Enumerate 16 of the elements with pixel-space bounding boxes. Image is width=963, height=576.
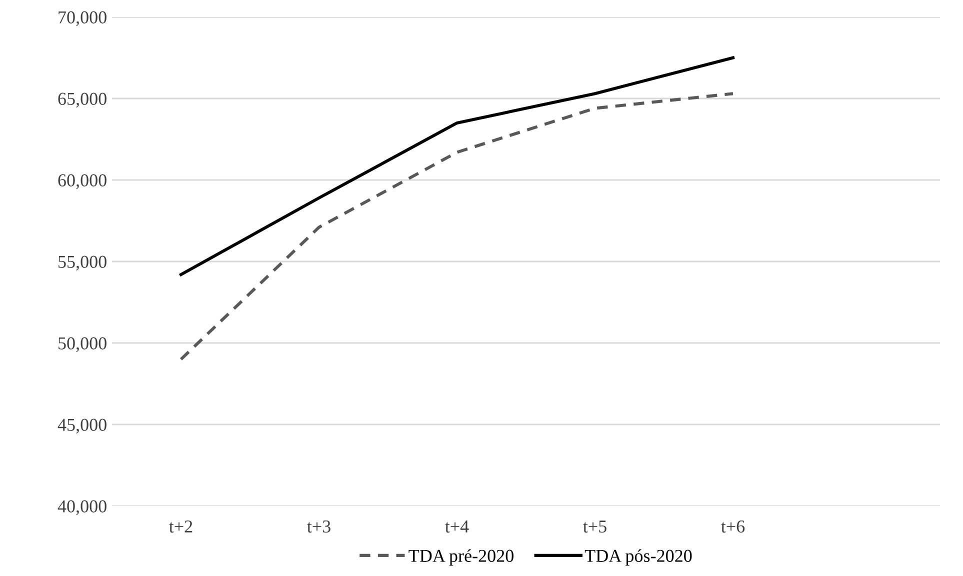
x-tick-label: t+4 bbox=[445, 520, 469, 533]
line-series bbox=[179, 56, 735, 276]
legend-label: TDA pré-2020 bbox=[408, 549, 514, 566]
y-tick-label: 65,000 bbox=[58, 92, 106, 108]
line-series bbox=[179, 92, 735, 361]
legend-label: TDA pós-2020 bbox=[584, 549, 692, 566]
y-tick-label: 60,000 bbox=[58, 174, 106, 190]
y-tick-label: 55,000 bbox=[58, 256, 106, 271]
y-tick-label: 45,000 bbox=[58, 418, 106, 434]
y-tick-label: 70,000 bbox=[58, 11, 106, 26]
x-tick-label: t+3 bbox=[307, 520, 330, 533]
y-tick-label: 40,000 bbox=[58, 500, 106, 516]
y-tick-label: 50,000 bbox=[58, 337, 106, 352]
x-tick-label: t+6 bbox=[721, 520, 745, 533]
x-tick-label: t+2 bbox=[169, 520, 192, 533]
x-tick-label: t+5 bbox=[583, 520, 606, 533]
